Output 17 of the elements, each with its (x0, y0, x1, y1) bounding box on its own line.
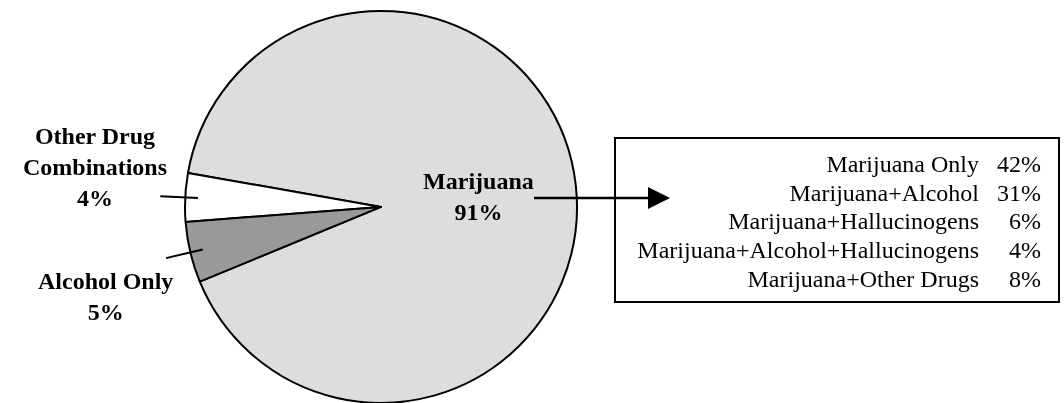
slice-label: Other Drug Combinations (23, 123, 168, 181)
pie-slice (186, 10, 578, 403)
category-label: Marijuana+Alcohol+Hallucinogens (637, 236, 979, 265)
category-label: Marijuana+Hallucinogens (727, 207, 979, 237)
slice-label: Marijuana (423, 167, 534, 194)
text: 6% (1009, 208, 1041, 235)
text: 4% (1009, 237, 1041, 264)
text: 31% (997, 179, 1041, 206)
category-label: Marijuana+Alcohol (788, 178, 979, 208)
slice-label: Alcohol Only (38, 268, 174, 294)
category-label: Marijuana+Other Drugs (746, 264, 979, 294)
data-label: 4% (77, 185, 114, 212)
category-label: Marijuana Only (825, 150, 979, 179)
data-label: 91% (454, 198, 503, 225)
data-label: 5% (87, 299, 124, 326)
text: 42% (997, 151, 1041, 177)
text: 8% (1009, 265, 1041, 292)
